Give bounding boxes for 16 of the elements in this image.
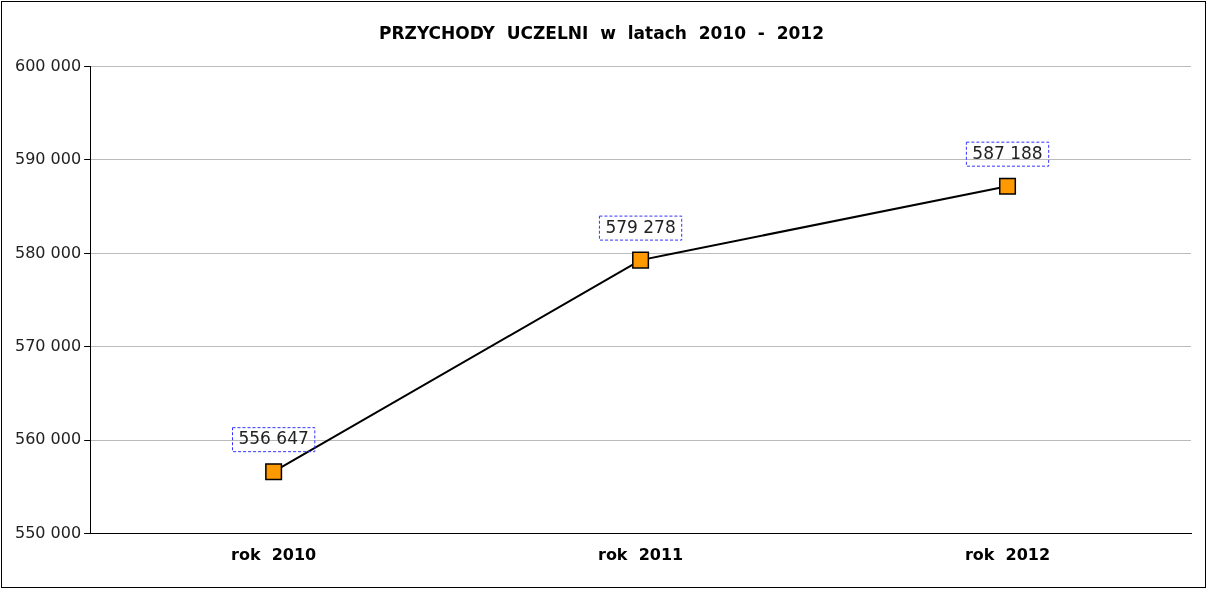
y-tick-label: 550 000 — [14, 522, 82, 542]
data-label: 579 278 — [605, 216, 676, 237]
chart-title: PRZYCHODY UCZELNI w latach 2010 - 2012 — [378, 22, 825, 43]
y-tick-label: 570 000 — [14, 336, 82, 355]
point — [999, 177, 1017, 195]
point — [632, 251, 650, 269]
x-tick-label: rok 2010 — [231, 544, 317, 564]
x-tick-label: rok 2011 — [597, 544, 684, 564]
point — [265, 463, 283, 481]
y-tick-label: 580 000 — [14, 242, 82, 262]
x-tick-label: rok 2012 — [964, 544, 1051, 564]
data-label: 556 647 — [238, 428, 309, 449]
y-tick-label: 560 000 — [14, 429, 82, 449]
y-tick-label: 590 000 — [14, 149, 82, 169]
y-tick-label: 600 000 — [14, 55, 82, 75]
data-label: 587 188 — [972, 142, 1043, 163]
